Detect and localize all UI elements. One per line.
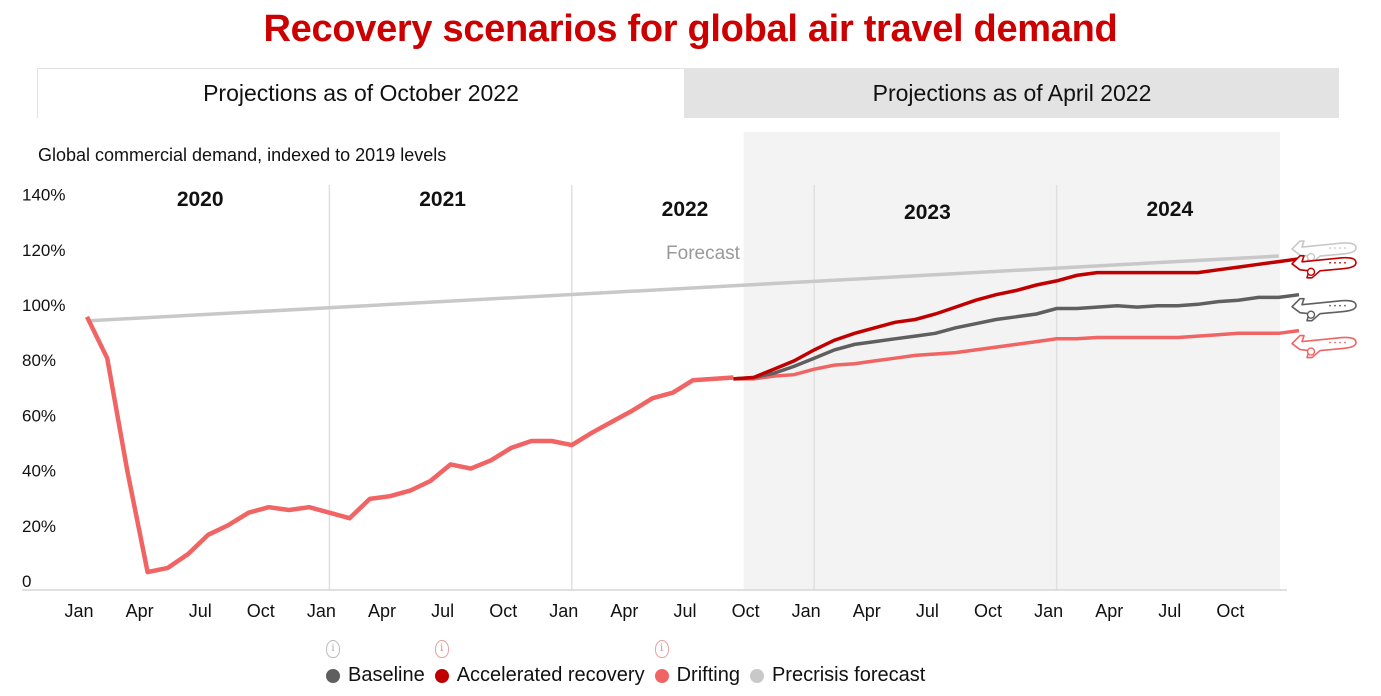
x-tick-label: Oct (247, 601, 275, 621)
y-tick-label: 100% (22, 296, 65, 315)
x-tick-label: Oct (1216, 601, 1244, 621)
series-line-precrisis (86, 254, 1279, 323)
legend-label: Drifting (676, 664, 740, 686)
y-tick-label: 20% (22, 517, 56, 536)
year-label: 2020 (177, 188, 224, 211)
projection-tabs: Projections as of October 2022 Projectio… (37, 68, 1339, 118)
airplane-icon (1291, 334, 1357, 359)
airplane-icon (1291, 297, 1357, 322)
legend-item-precrisis-forecast[interactable]: Precrisis forecast (749, 664, 926, 687)
series-line-historical (84, 315, 734, 575)
tab-october-2022[interactable]: Projections as of October 2022 (37, 68, 685, 118)
airplane-icon (1291, 240, 1357, 264)
year-label: 2022 (662, 198, 709, 221)
legend: i Baseline i Accelerated recovery i Drif… (326, 640, 935, 687)
info-icon[interactable]: i (654, 640, 669, 658)
x-tick-label: Apr (126, 601, 154, 621)
x-tick-label: Jan (64, 601, 93, 621)
x-tick-label: Apr (853, 601, 881, 621)
y-tick-label: 140% (22, 186, 65, 205)
legend-label: Precrisis forecast (771, 664, 926, 686)
info-icon[interactable]: i (434, 640, 449, 658)
y-tick-label: 120% (22, 241, 65, 260)
chart-title: Recovery scenarios for global air travel… (263, 8, 1118, 50)
forecast-region (743, 132, 1280, 590)
forecast-annotation: Forecast (666, 243, 741, 264)
x-tick-label: Jul (673, 601, 696, 621)
tab-april-2022[interactable]: Projections as of April 2022 (685, 68, 1339, 118)
series-line-accelerated (733, 257, 1300, 381)
info-icon[interactable]: i (326, 640, 340, 658)
x-tick-label: Oct (489, 601, 517, 621)
legend-item-baseline[interactable]: i Baseline (326, 640, 425, 687)
legend-dot-accelerated (434, 668, 449, 683)
series-line-drifting (733, 328, 1300, 381)
x-tick-label: Jul (916, 601, 939, 621)
legend-dot-baseline (326, 668, 340, 683)
legend-item-drifting[interactable]: i Drifting (654, 640, 740, 687)
y-tick-label: 40% (22, 462, 56, 481)
y-tick-label: 0 (22, 572, 31, 591)
year-label: 2024 (1146, 198, 1193, 221)
legend-dot-precrisis (749, 668, 764, 683)
legend-dot-drifting (654, 668, 669, 683)
x-tick-label: Jul (1158, 601, 1181, 621)
x-tick-label: Oct (974, 601, 1002, 621)
x-tick-label: Apr (610, 601, 638, 621)
y-tick-label: 60% (22, 406, 56, 425)
series-line-baseline (733, 292, 1300, 381)
x-tick-label: Apr (368, 601, 396, 621)
x-tick-label: Apr (1095, 601, 1123, 621)
legend-item-accelerated-recovery[interactable]: i Accelerated recovery (434, 640, 645, 687)
chart-subtitle: Global commercial demand, indexed to 201… (38, 145, 447, 165)
x-tick-label: Jul (189, 601, 212, 621)
legend-label: Accelerated recovery (456, 664, 645, 686)
x-tick-label: Oct (732, 601, 760, 621)
year-label: 2021 (419, 188, 466, 211)
y-tick-label: 80% (22, 351, 56, 370)
airplane-icon (1291, 255, 1357, 279)
x-tick-label: Jan (307, 601, 336, 621)
x-tick-label: Jan (549, 601, 578, 621)
year-label: 2023 (904, 201, 951, 224)
x-tick-label: Jan (1034, 601, 1063, 621)
legend-label: Baseline (348, 664, 425, 686)
x-tick-label: Jul (431, 601, 454, 621)
x-tick-label: Jan (792, 601, 821, 621)
